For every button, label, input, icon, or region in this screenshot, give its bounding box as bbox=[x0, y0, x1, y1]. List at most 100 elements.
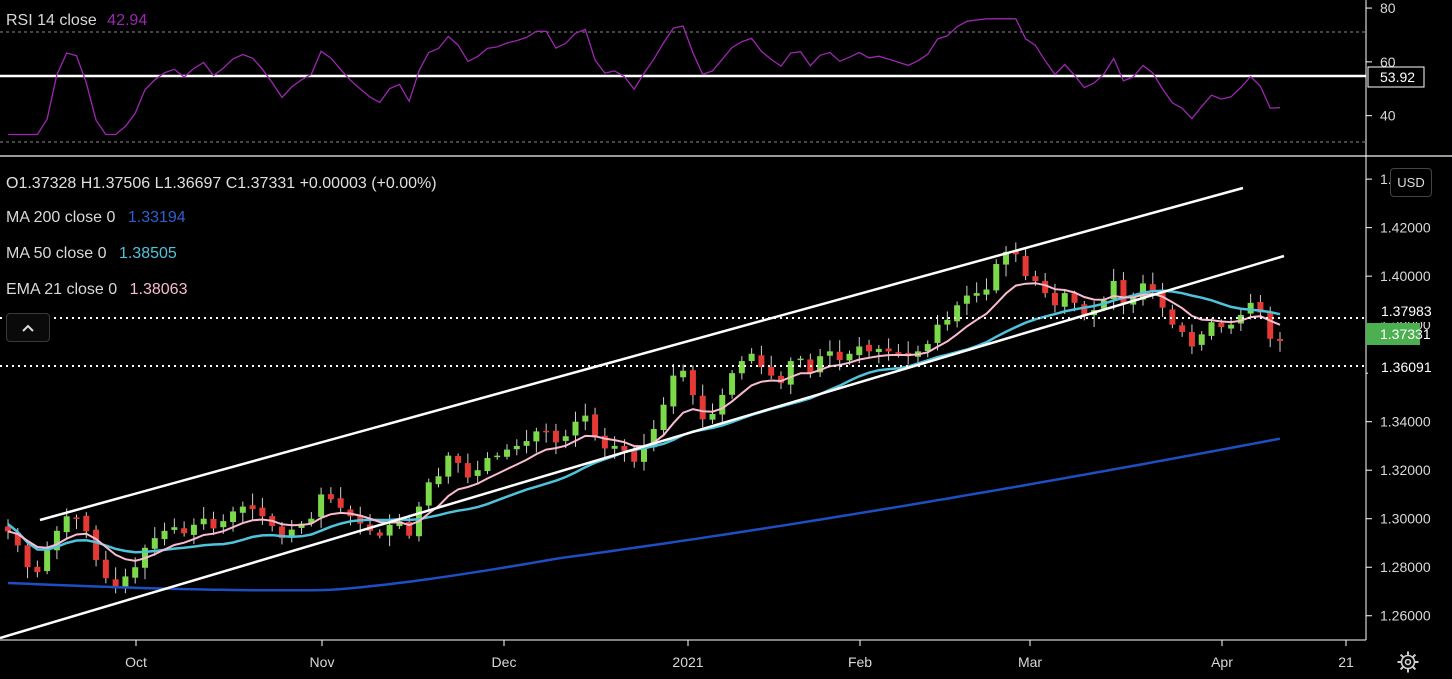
time-tick-label: Mar bbox=[1018, 654, 1042, 670]
currency-button[interactable]: USD bbox=[1390, 168, 1432, 197]
candle-body bbox=[993, 264, 1000, 291]
candle-body bbox=[1032, 276, 1039, 282]
price-tick-label: 1.34000 bbox=[1380, 414, 1431, 430]
candle-body bbox=[1179, 325, 1186, 332]
candle-body bbox=[73, 517, 80, 519]
candle-body bbox=[484, 458, 491, 472]
rsi-series-line bbox=[8, 18, 1281, 136]
gear-icon[interactable] bbox=[1396, 650, 1420, 674]
rsi-tick-label: 40 bbox=[1380, 108, 1396, 124]
candle-body bbox=[1257, 301, 1264, 313]
candle-body bbox=[151, 538, 158, 549]
rsi-title: RSI 14 close bbox=[6, 12, 97, 29]
candle-body bbox=[210, 518, 217, 529]
candle-body bbox=[621, 445, 628, 451]
candle-body bbox=[122, 576, 129, 588]
rsi-pane bbox=[0, 18, 1366, 143]
upper-level-tag: 1.37983 bbox=[1368, 300, 1432, 322]
ma50-label: MA 50 close 0 bbox=[6, 245, 107, 262]
candles-group bbox=[5, 242, 1283, 594]
candle-body bbox=[611, 445, 618, 449]
rsi-value: 42.94 bbox=[107, 12, 148, 29]
current-price-tag: 1.37331 bbox=[1366, 323, 1431, 345]
candle-body bbox=[1208, 322, 1215, 336]
candle-body bbox=[1237, 314, 1244, 324]
time-tick-label: 2021 bbox=[672, 654, 703, 670]
price-tick-label: 1.30000 bbox=[1380, 511, 1431, 527]
candle-body bbox=[161, 530, 168, 540]
ma50-line bbox=[7, 289, 1281, 554]
chevron-up-icon bbox=[22, 324, 34, 332]
candle-body bbox=[738, 361, 745, 374]
price-tick-label: 1.40000 bbox=[1380, 268, 1431, 284]
candle-body bbox=[406, 521, 413, 536]
ma200-value: 1.33194 bbox=[127, 209, 186, 226]
candle-body bbox=[523, 441, 530, 446]
ma50-legend: MA 50 close 0 1.38505 bbox=[6, 245, 177, 263]
channel-lower-line bbox=[0, 254, 1285, 640]
candle-body bbox=[102, 559, 109, 579]
candle-body bbox=[1071, 293, 1078, 303]
candle-body bbox=[748, 353, 755, 362]
candle-body bbox=[494, 455, 501, 458]
candle-body bbox=[464, 463, 471, 478]
candle-body bbox=[1022, 255, 1029, 277]
candle-body bbox=[386, 524, 393, 536]
candle-body bbox=[474, 470, 481, 476]
candle-body bbox=[954, 305, 961, 322]
candle-body bbox=[1198, 334, 1205, 345]
ma50-value: 1.38505 bbox=[118, 245, 177, 262]
candle-body bbox=[445, 455, 452, 477]
price-tick-label: 1.28000 bbox=[1380, 559, 1431, 575]
collapse-legend-button[interactable] bbox=[6, 313, 50, 342]
candle-body bbox=[592, 414, 599, 438]
candle-body bbox=[376, 532, 383, 536]
lower-level-label: 1.36091 bbox=[1381, 359, 1432, 375]
candle-body bbox=[435, 476, 442, 485]
candle-body bbox=[797, 358, 804, 361]
candle-body bbox=[171, 527, 178, 530]
candle-body bbox=[63, 516, 70, 533]
candle-body bbox=[327, 494, 334, 500]
ema21-label: EMA 21 close 0 bbox=[6, 281, 118, 298]
ema21-legend: EMA 21 close 0 1.38063 bbox=[6, 281, 187, 299]
candle-body bbox=[1159, 292, 1166, 308]
candle-body bbox=[543, 430, 550, 433]
candle-body bbox=[963, 295, 970, 304]
candle-body bbox=[53, 530, 60, 551]
candle-body bbox=[944, 319, 951, 325]
time-tick-label: Oct bbox=[125, 654, 147, 670]
time-tick-label: Apr bbox=[1211, 654, 1233, 670]
price-axis-ticks: 1.26000 1.28000 1.30000 1.32000 1.34000 1.360… bbox=[1366, 171, 1431, 624]
candle-body bbox=[787, 361, 794, 385]
candle-body bbox=[817, 356, 824, 373]
candle-body bbox=[934, 324, 941, 343]
candle-body bbox=[1120, 280, 1127, 303]
time-axis-ticks: Oct Nov Dec 2021 Feb Mar Apr 21 bbox=[125, 640, 1354, 670]
candle-body bbox=[1218, 322, 1225, 328]
candle-body bbox=[425, 482, 432, 506]
candle-body bbox=[44, 550, 51, 572]
candle-body bbox=[1277, 338, 1283, 341]
candle-body bbox=[660, 404, 667, 431]
candle-body bbox=[875, 348, 882, 353]
time-tick-label: Dec bbox=[492, 654, 517, 670]
candle-body bbox=[689, 370, 696, 396]
candle-body bbox=[631, 449, 638, 462]
candle-body bbox=[650, 428, 657, 448]
candle-body bbox=[758, 355, 765, 368]
candle-body bbox=[455, 455, 462, 463]
candle-body bbox=[396, 521, 403, 527]
candle-body bbox=[1012, 250, 1019, 255]
candle-body bbox=[288, 529, 295, 538]
channel-upper-line bbox=[39, 186, 1244, 522]
candle-body bbox=[973, 293, 980, 296]
candle-body bbox=[200, 518, 207, 525]
candle-body bbox=[504, 449, 511, 457]
candle-body bbox=[1169, 309, 1176, 325]
candle-body bbox=[1188, 331, 1195, 347]
candle-body bbox=[181, 528, 188, 534]
candle-body bbox=[239, 506, 246, 513]
current-price-label: 1.37331 bbox=[1380, 326, 1431, 342]
